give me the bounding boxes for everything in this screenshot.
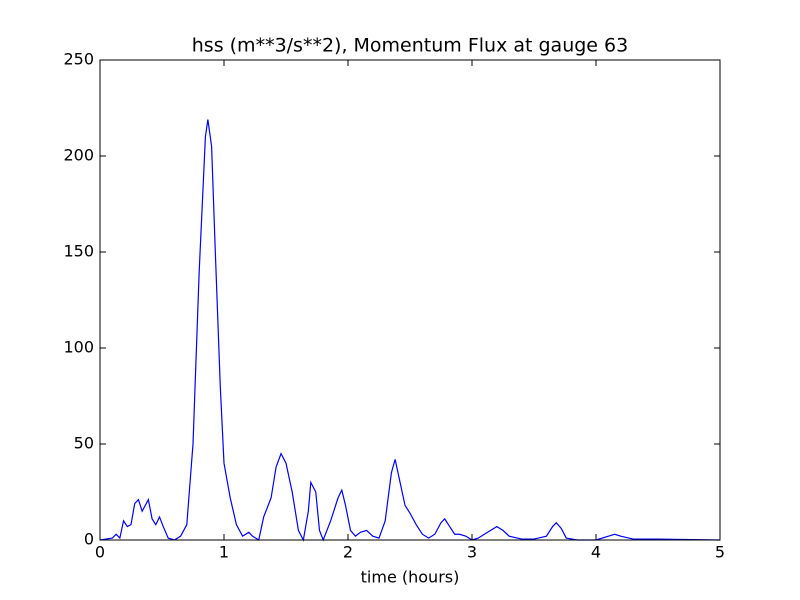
- data-line: [99, 119, 721, 542]
- y-tick-label: 150: [63, 242, 94, 261]
- y-tick-label: 250: [63, 50, 94, 69]
- plot-frame: [99, 59, 721, 541]
- chart-title: hss (m**3/s**2), Momentum Flux at gauge …: [192, 35, 628, 57]
- y-tick-label: 50: [74, 434, 94, 453]
- y-tick-label: 0: [84, 530, 94, 549]
- x-tick-label: 2: [343, 543, 353, 562]
- y-tick-label: 100: [63, 338, 94, 357]
- x-tick-label: 4: [591, 543, 601, 562]
- x-tick-label: 3: [467, 543, 477, 562]
- x-tick-label: 0: [95, 543, 105, 562]
- x-tick-label: 5: [715, 543, 725, 562]
- y-tick-label: 200: [63, 146, 94, 165]
- x-tick-label: 1: [219, 543, 229, 562]
- x-axis-label: time (hours): [361, 568, 460, 587]
